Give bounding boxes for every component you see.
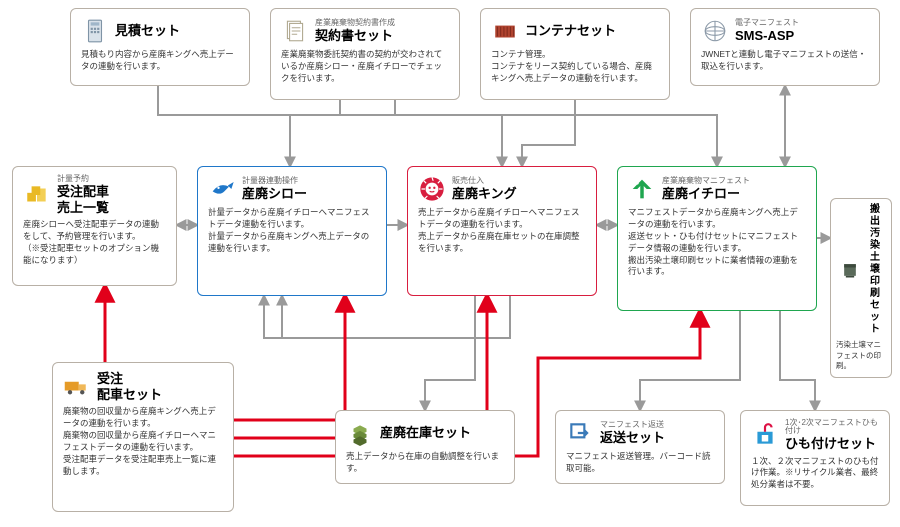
- node-keiyaku: 産業廃棄物契約書作成契約書セット産業廃棄物委託契約書の契約が交わされているか産廃…: [270, 8, 460, 100]
- node-header: 搬出汚染土壌印刷セット: [836, 204, 886, 336]
- arrow-9: [264, 296, 510, 338]
- node-title: コンテナセット: [525, 23, 616, 39]
- mitsumori-icon: [81, 17, 109, 45]
- node-title: 受注配車セット: [97, 371, 162, 402]
- node-title: 受注配車売上一覧: [57, 184, 109, 215]
- keiyaku-icon: [281, 17, 309, 45]
- node-container: コンテナセットコンテナ管理。コンテナをリース契約している場合、産廃キングへ売上デ…: [480, 8, 670, 100]
- node-kicker: 産業廃棄物契約書作成: [315, 19, 395, 27]
- node-title: 産廃シロー: [242, 186, 307, 202]
- dojo-icon: [836, 256, 864, 284]
- node-juchu_ichiran: 計量予約受注配車売上一覧産廃シローへ受注配車データの連動をして、予約管理を行いま…: [12, 166, 177, 286]
- node-kicker: 販売仕入: [452, 177, 517, 185]
- node-desc: 売上データから在庫の自動調整を行います。: [346, 451, 504, 475]
- node-header: 見積セット: [81, 17, 239, 45]
- node-henso: マニフェスト返送返送セットマニフェスト返送管理。バーコード読取可能。: [555, 410, 725, 484]
- himo-icon: [751, 421, 779, 449]
- node-ichiro: 産業廃棄物マニフェスト産廃イチローマニフェストデータから産廃キングへ売上データの…: [617, 166, 817, 311]
- node-title: 搬出汚染土壌印刷セット: [870, 204, 886, 336]
- arrow-15: [234, 296, 345, 420]
- node-title: ひも付けセット: [785, 436, 879, 452]
- arrow-1: [290, 100, 340, 166]
- juchu_set-icon: [63, 373, 91, 401]
- node-header: 電子マニフェストSMS-ASP: [701, 17, 869, 45]
- node-king: 販売仕入産廃キング売上データから産廃イチローへマニフェストデータの連動を行います…: [407, 166, 597, 296]
- node-title: 返送セット: [600, 430, 665, 446]
- henso-icon: [566, 419, 594, 447]
- king-icon: [418, 175, 446, 203]
- node-kicker: 計量器連動操作: [242, 177, 307, 185]
- node-header: 販売仕入産廃キング: [418, 175, 586, 203]
- node-sms: 電子マニフェストSMS-ASP JWNETと連動し電子マニフェストの送信・取込を行…: [690, 8, 880, 86]
- node-desc: マニフェスト返送管理。バーコード読取可能。: [566, 451, 714, 475]
- juchu_ichiran-icon: [23, 181, 51, 209]
- arrow-2: [395, 100, 717, 166]
- node-shiro: 計量器連動操作産廃シロー計量データから産廃イチローへマニフェストデータ連動を行い…: [197, 166, 387, 296]
- node-header: 産業廃棄物契約書作成契約書セット: [281, 17, 449, 45]
- node-header: 受注配車セット: [63, 371, 223, 402]
- arrow-12: [640, 311, 740, 410]
- arrow-3: [522, 100, 575, 166]
- node-header: 計量器連動操作産廃シロー: [208, 175, 376, 203]
- shiro-icon: [208, 175, 236, 203]
- node-desc: １次、２次マニフェストのひも付け作業。※リサイクル業者、最終処分業者は不要。: [751, 456, 879, 492]
- node-desc: 売上データから産廃イチローへマニフェストデータの連動を行います。売上データから産…: [418, 207, 586, 255]
- node-header: 計量予約受注配車売上一覧: [23, 175, 166, 215]
- node-dojo: 搬出汚染土壌印刷セット汚染土壌マニフェストの印刷。: [830, 198, 892, 378]
- zaiko-icon: [346, 419, 374, 447]
- node-header: コンテナセット: [491, 17, 659, 45]
- node-juchu_set: 受注配車セット廃棄物の回収量から産廃キングへ売上データの連動を行います。廃棄物の…: [52, 362, 234, 512]
- node-desc: 廃棄物の回収量から産廃キングへ売上データの連動を行います。廃棄物の回収量から産廃…: [63, 406, 223, 477]
- node-desc: 産業廃棄物委託契約書の契約が交わされているか産廃シロー・産廃イチローでチェックを…: [281, 49, 449, 85]
- node-header: 産業廃棄物マニフェスト産廃イチロー: [628, 175, 806, 203]
- node-desc: 計量データから産廃イチローへマニフェストデータ連動を行います。計量データから産廃…: [208, 207, 376, 255]
- arrow-13: [780, 311, 815, 410]
- node-header: 産廃在庫セット: [346, 419, 504, 447]
- sms-icon: [701, 17, 729, 45]
- node-title: 契約書セット: [315, 28, 395, 44]
- node-desc: JWNETと連動し電子マニフェストの送信・取込を行います。: [701, 49, 869, 73]
- node-himo: 1次･2次マニフェストひも付けひも付けセット １次、２次マニフェストのひも付け作業…: [740, 410, 890, 506]
- node-title: 産廃キング: [452, 186, 517, 202]
- node-kicker: 1次･2次マニフェストひも付け: [785, 419, 879, 435]
- node-header: マニフェスト返送返送セット: [566, 419, 714, 447]
- arrow-11: [425, 296, 475, 410]
- node-desc: コンテナ管理。コンテナをリース契約している場合、産廃キングへ売上データの連動を行…: [491, 49, 659, 85]
- node-zaiko: 産廃在庫セット売上データから在庫の自動調整を行います。: [335, 410, 515, 484]
- node-header: 1次･2次マニフェストひも付けひも付けセット: [751, 419, 879, 452]
- node-kicker: マニフェスト返送: [600, 421, 665, 429]
- ichiro-icon: [628, 175, 656, 203]
- node-title: 見積セット: [115, 23, 180, 39]
- node-title: SMS-ASP: [735, 28, 799, 44]
- node-kicker: 計量予約: [57, 175, 109, 183]
- node-title: 産廃イチロー: [662, 186, 750, 202]
- node-mitsumori: 見積セット見積もり内容から産廃キングへ売上データの連動を行います。: [70, 8, 250, 86]
- node-kicker: 産業廃棄物マニフェスト: [662, 177, 750, 185]
- node-kicker: 電子マニフェスト: [735, 19, 799, 27]
- container-icon: [491, 17, 519, 45]
- node-desc: 見積もり内容から産廃キングへ売上データの連動を行います。: [81, 49, 239, 73]
- node-desc: 汚染土壌マニフェストの印刷。: [836, 340, 886, 372]
- node-desc: マニフェストデータから産廃キングへ売上データの連動を行います。返送セット・ひも付…: [628, 207, 806, 278]
- node-desc: 産廃シローへ受注配車データの連動をして、予約管理を行います。（※受注配車セットの…: [23, 219, 166, 267]
- node-title: 産廃在庫セット: [380, 425, 471, 441]
